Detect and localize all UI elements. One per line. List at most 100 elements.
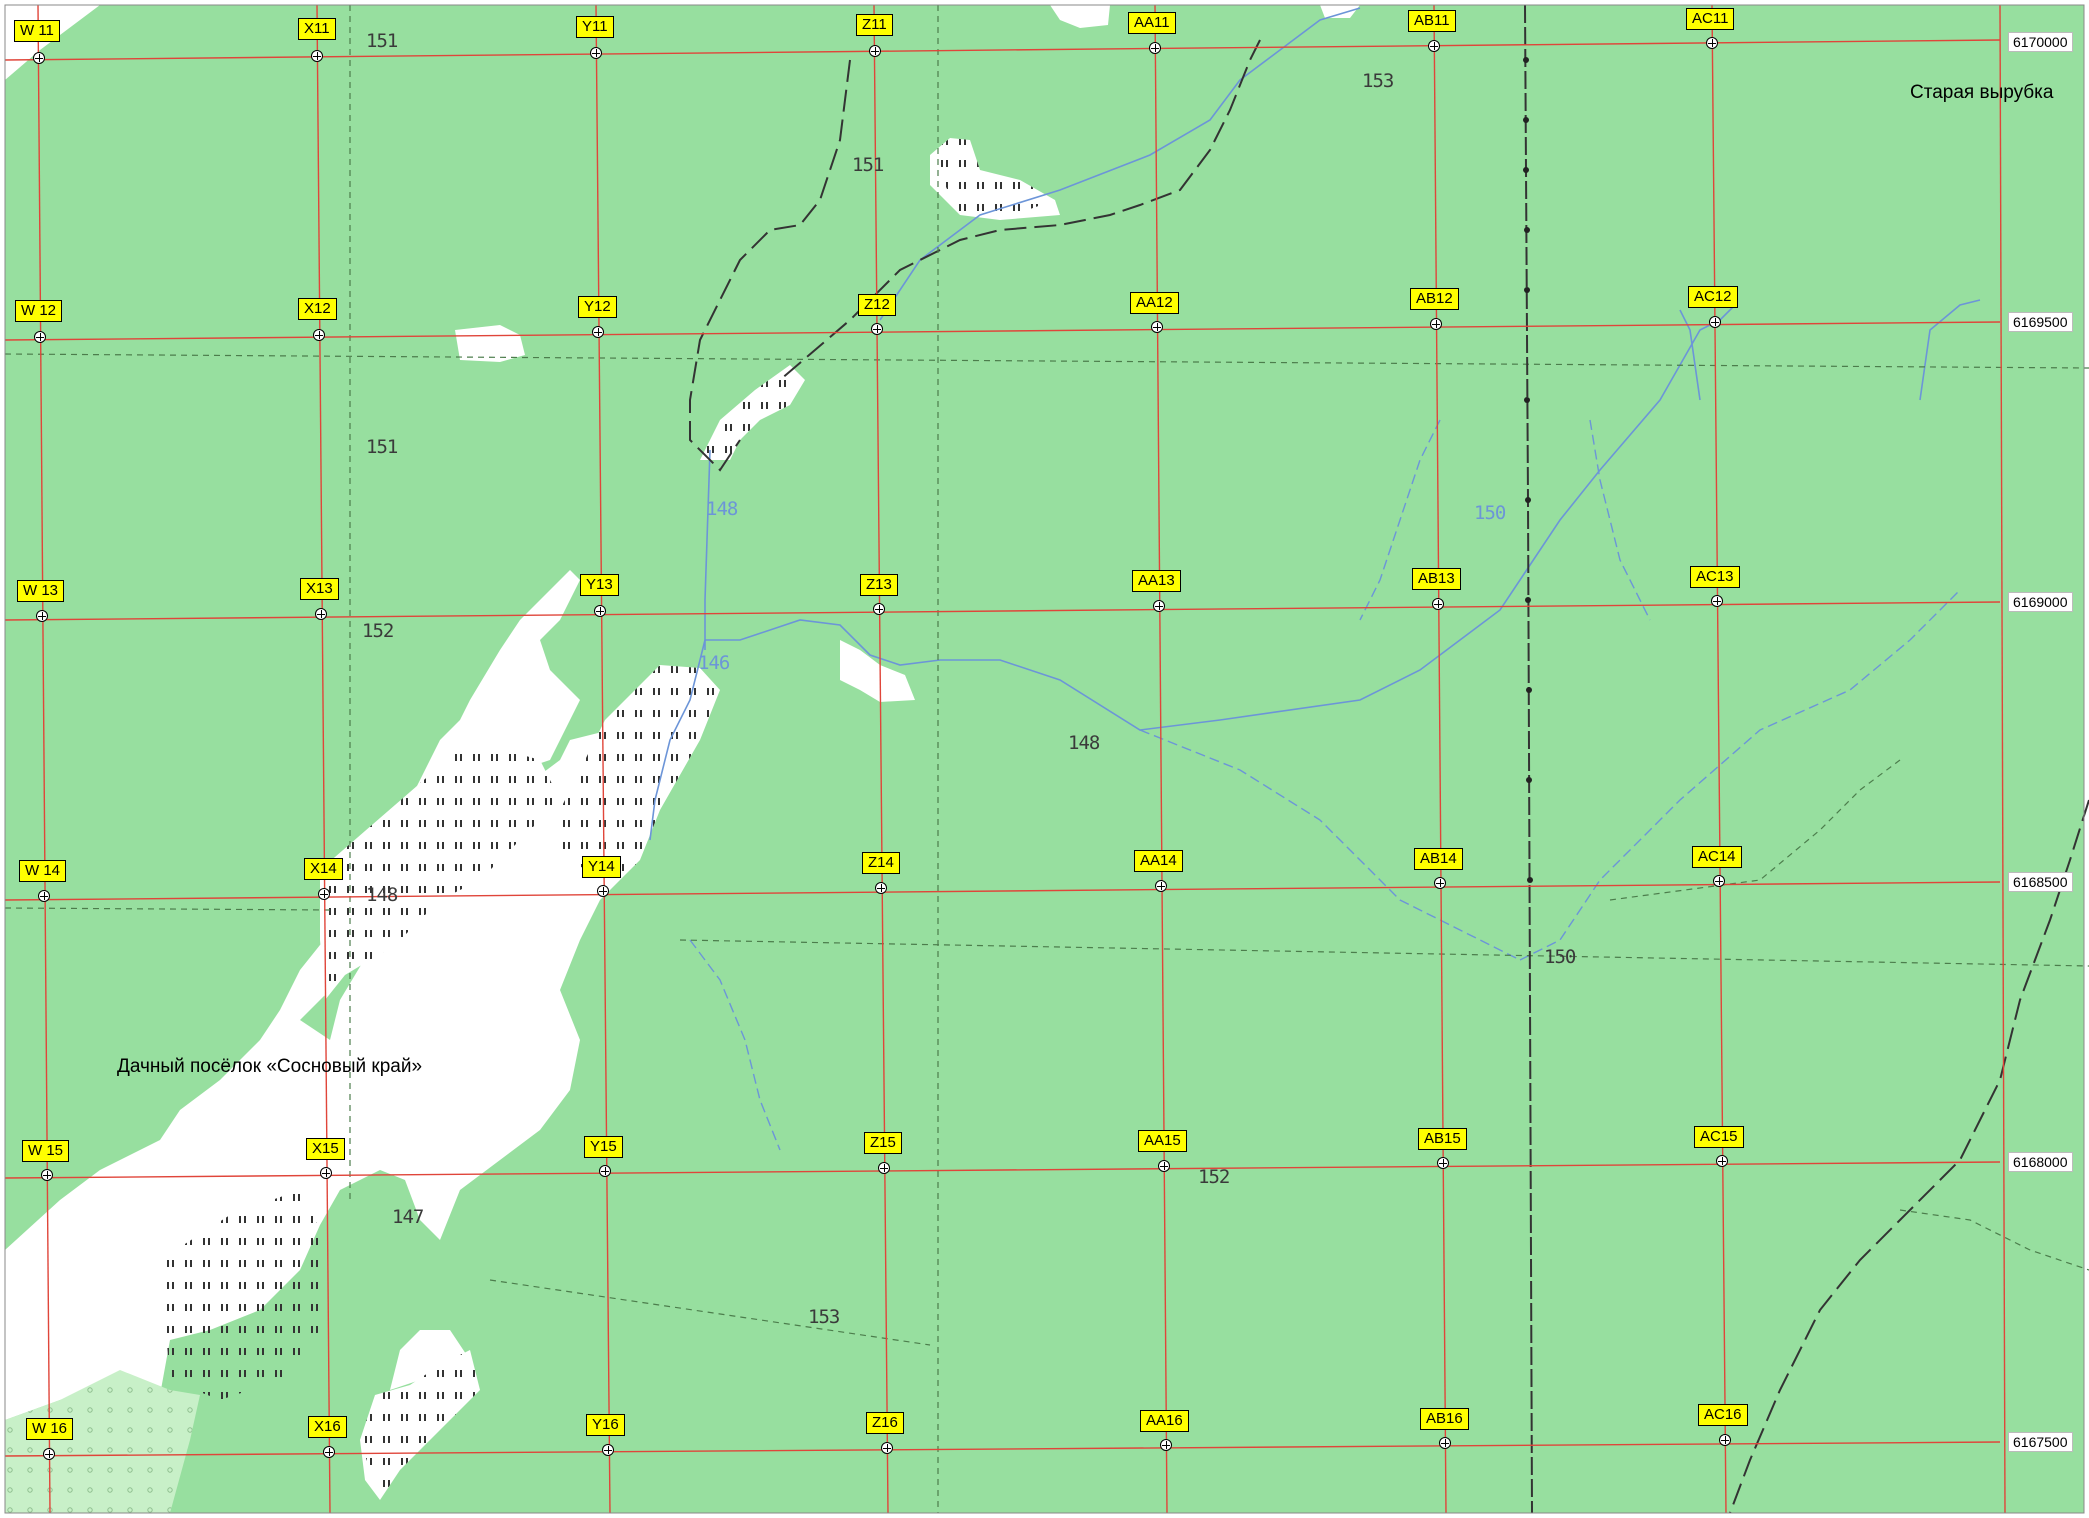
grid-node-ab12 [1430, 318, 1442, 330]
grid-node-z14 [875, 882, 887, 894]
grid-label-aa12[interactable]: AA12 [1130, 292, 1179, 314]
northing-label: 6168500 [2008, 872, 2073, 892]
grid-node-ab11 [1428, 40, 1440, 52]
grid-label-x11[interactable]: X11 [298, 18, 336, 40]
grid-node-w13 [36, 610, 48, 622]
settlement-dots-4 [360, 1350, 480, 1500]
grid-label-x14[interactable]: X14 [304, 858, 343, 880]
grid-node-x14 [318, 888, 330, 900]
grid-node-y12 [592, 326, 604, 338]
forest-boundaries [689, 39, 2089, 1514]
grid-label-aa13[interactable]: AA13 [1132, 570, 1181, 592]
northing-label: 6168000 [2008, 1152, 2073, 1172]
elevation-mark: 150 [1544, 946, 1576, 968]
grid-label-ac12[interactable]: AC12 [1688, 286, 1738, 308]
grid-label-aa11[interactable]: AA11 [1128, 12, 1176, 34]
elevation-mark: 152 [362, 620, 394, 642]
grid-label-z13[interactable]: Z13 [860, 574, 898, 596]
grid-label-y16[interactable]: Y16 [586, 1414, 625, 1436]
power-line-ticks [1523, 57, 1533, 883]
grid-label-w13[interactable]: W 13 [17, 580, 65, 602]
grid-node-x12 [313, 329, 325, 341]
grid-node-aa12 [1151, 321, 1163, 333]
grid-label-ab15[interactable]: AB15 [1418, 1128, 1467, 1150]
grid-label-z16[interactable]: Z16 [866, 1412, 904, 1434]
grid-label-y15[interactable]: Y15 [584, 1136, 623, 1158]
grid-label-x16[interactable]: X16 [308, 1416, 347, 1438]
grid-node-y15 [599, 1165, 611, 1177]
northing-label: 6169500 [2008, 312, 2073, 332]
clearing-bottom [390, 1330, 470, 1390]
clearing-settlement [5, 570, 700, 1420]
grid-label-w11[interactable]: W 11 [14, 20, 60, 42]
elevation-mark: 151 [852, 154, 884, 176]
clearing-top [1050, 5, 1110, 28]
grid-label-w14[interactable]: W 14 [19, 860, 67, 882]
grid-label-w16[interactable]: W 16 [26, 1418, 74, 1440]
place-name-dacha: Дачный посёлок «Сосновый край» [117, 1056, 423, 1077]
grid-label-w12[interactable]: W 12 [15, 300, 63, 322]
grid-node-ab14 [1434, 877, 1446, 889]
grid-label-z14[interactable]: Z14 [862, 852, 900, 874]
grid-label-z12[interactable]: Z12 [858, 294, 896, 316]
grid-label-y14[interactable]: Y14 [582, 856, 621, 878]
clearing-lines [4, 5, 2089, 1513]
elevation-mark: 148 [706, 498, 738, 520]
grid-label-ab13[interactable]: AB13 [1412, 568, 1461, 590]
grid-node-z11 [869, 45, 881, 57]
forest-area [5, 5, 2084, 1513]
grid-label-ac11[interactable]: AC11 [1686, 8, 1735, 30]
grid-node-w15 [41, 1169, 53, 1181]
elevation-mark: 151 [366, 436, 398, 458]
grid-label-y13[interactable]: Y13 [580, 574, 619, 596]
grid-label-z15[interactable]: Z15 [864, 1132, 902, 1154]
settlement-dots-5 [930, 138, 1055, 220]
grid-node-x16 [323, 1446, 335, 1458]
grid-node-w16 [43, 1448, 55, 1460]
grid-label-y11[interactable]: Y11 [576, 16, 614, 38]
grid-node-x13 [315, 608, 327, 620]
grid-label-x15[interactable]: X15 [306, 1138, 345, 1160]
grid-node-w11 [33, 52, 45, 64]
grid-node-ac15 [1716, 1155, 1728, 1167]
grid-node-z15 [878, 1162, 890, 1174]
grid-node-ac12 [1709, 316, 1721, 328]
grid-node-y11 [590, 47, 602, 59]
northing-label: 6170000 [2008, 32, 2073, 52]
elevation-mark: 148 [366, 884, 398, 906]
grid-label-ac16[interactable]: AC16 [1698, 1404, 1748, 1426]
grid-label-aa16[interactable]: AA16 [1140, 1410, 1189, 1432]
grid-label-ab16[interactable]: AB16 [1420, 1408, 1469, 1430]
settlement-dots-6 [700, 365, 790, 460]
grid-label-ac15[interactable]: AC15 [1694, 1126, 1744, 1148]
clearing-mid [840, 640, 915, 702]
power-line [1524, 4, 1533, 1514]
grid-label-y12[interactable]: Y12 [578, 296, 617, 318]
grid-node-ac14 [1713, 875, 1725, 887]
grid-label-ab11[interactable]: AB11 [1408, 10, 1456, 32]
northing-label: 6167500 [2008, 1432, 2073, 1452]
grid-label-ab12[interactable]: AB12 [1410, 288, 1459, 310]
streams-dashed [689, 419, 1961, 1151]
settlement-dots-1 [320, 740, 560, 1000]
grid-label-ac14[interactable]: AC14 [1692, 846, 1742, 868]
grid-node-ab15 [1437, 1157, 1449, 1169]
grid-label-ab14[interactable]: AB14 [1414, 848, 1463, 870]
grid-label-z11[interactable]: Z11 [856, 14, 893, 36]
grid-label-aa15[interactable]: AA15 [1138, 1130, 1187, 1152]
grid-label-ac13[interactable]: AC13 [1690, 566, 1740, 588]
grid-node-ab16 [1439, 1437, 1451, 1449]
grid-node-ac16 [1719, 1434, 1731, 1446]
grid-label-x13[interactable]: X13 [300, 578, 339, 600]
grid-label-x12[interactable]: X12 [298, 298, 337, 320]
grid-label-w15[interactable]: W 15 [22, 1140, 70, 1162]
grid-node-aa14 [1155, 880, 1167, 892]
grid-label-aa14[interactable]: AA14 [1134, 850, 1183, 872]
grid-node-y13 [594, 605, 606, 617]
elevation-mark: 152 [1198, 1166, 1230, 1188]
map-frame-border [4, 4, 2085, 1514]
grid-node-z12 [871, 323, 883, 335]
elevation-mark: 148 [1068, 732, 1100, 754]
